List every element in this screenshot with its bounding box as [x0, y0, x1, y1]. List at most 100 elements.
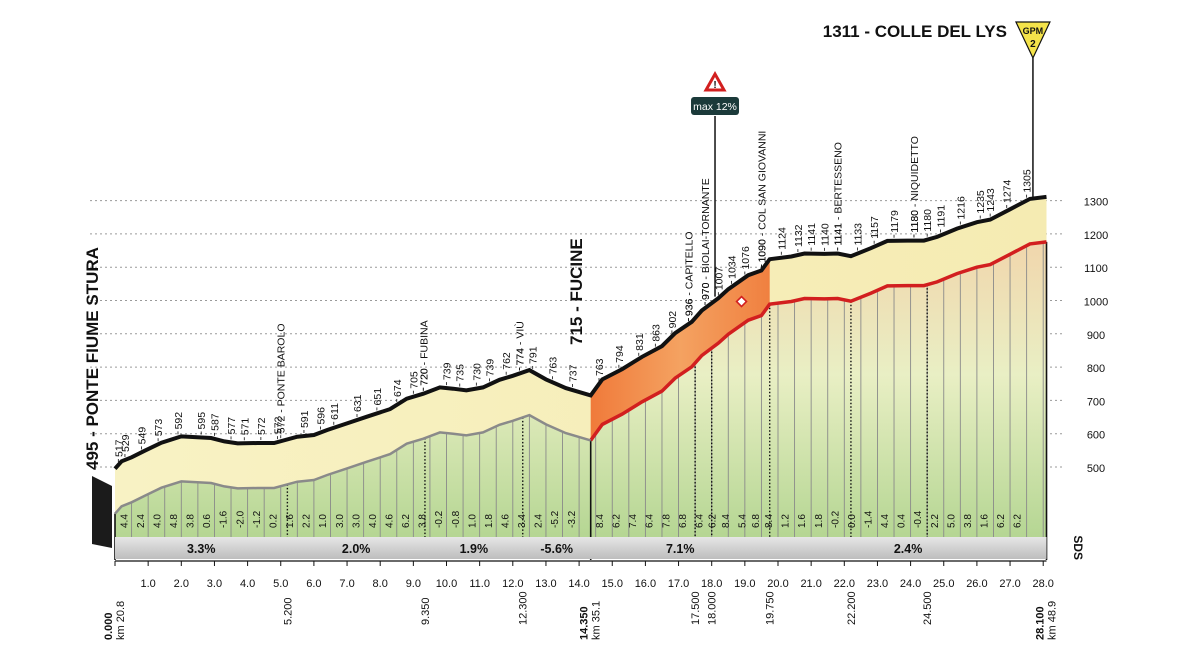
- distance-marker-label: 19.750: [765, 591, 777, 625]
- altitude-label: 737: [567, 364, 579, 382]
- altitude-label: 1124: [776, 227, 788, 250]
- altitude-label: 631: [352, 394, 364, 412]
- climb-underline: [589, 240, 1047, 442]
- x-tick-label: 9.0: [406, 578, 421, 590]
- place-label: 936 - CAPITELLO: [683, 231, 695, 316]
- max-grade-badge: [691, 97, 740, 115]
- altitude-label: 1180: [922, 209, 934, 232]
- gradient-value: 2.2: [302, 514, 313, 528]
- altitude-label: 705: [408, 371, 420, 389]
- road-band-fill: [115, 196, 1047, 514]
- gradient-labels: 4.4 2.4 4.0 4.8 3.8 0.6 -1.6 -2.0 -1.2 0.2 1.6 2.2 1…: [119, 510, 1023, 528]
- altitude-label: 1179: [889, 210, 901, 233]
- gradient-value: 0.0: [847, 514, 858, 528]
- gradient-value: 4.6: [384, 514, 395, 528]
- altitude-label: 1141: [806, 223, 818, 246]
- altitude-label: 1243: [985, 188, 997, 212]
- section-average: 1.9%: [460, 542, 489, 556]
- gradient-value: -0.4: [913, 510, 924, 528]
- x-tick-label: 2.0: [174, 578, 189, 590]
- x-tick-label: 26.0: [966, 578, 987, 590]
- gradient-value: 1.6: [980, 514, 991, 528]
- altitude-label: 611: [329, 403, 341, 420]
- titles: 495 - PONTE FIUME STURA 715 - FUCINE 1311 …: [83, 21, 1085, 560]
- x-tick-label: 8.0: [373, 578, 388, 590]
- altitude-label: 572: [256, 417, 268, 435]
- distance-marker-label: 22.200: [846, 591, 858, 625]
- altitude-label: 730: [471, 363, 483, 381]
- altitude-label: 1180: [909, 210, 921, 233]
- altitude-label: 794: [614, 345, 626, 363]
- altitude-label: 577: [226, 417, 238, 435]
- y-tick-label: 500: [1087, 463, 1105, 475]
- road-band: [113, 194, 1047, 515]
- gradient-value: 1.6: [285, 514, 296, 528]
- altitude-label: 735: [455, 364, 467, 382]
- gradient-value: 8.4: [721, 514, 732, 528]
- road-shadow-line: [114, 413, 592, 515]
- gradient-value: -1.2: [252, 510, 263, 528]
- altitude-label: 595: [196, 412, 208, 430]
- sponsor-label: SDS: [1071, 535, 1085, 560]
- place-label: 1180 - NIQUIDETTO: [909, 136, 921, 232]
- x-tick-label: 16.0: [635, 578, 656, 590]
- gradient-value: 1.8: [814, 514, 825, 528]
- y-tick-label: 900: [1087, 330, 1105, 342]
- x-tick-label: 19.0: [734, 578, 755, 590]
- altitude-label: 591: [299, 410, 311, 428]
- gradient-value: 3.4: [517, 514, 528, 528]
- gradient-value: 7.4: [628, 514, 639, 528]
- altitude-label: 1007: [713, 267, 725, 291]
- start-title: 495 - PONTE FIUME STURA: [83, 247, 102, 470]
- gradient-value: 1.8: [484, 514, 495, 528]
- x-tick-label: 12.0: [502, 578, 523, 590]
- altitude-label: 1157: [869, 216, 881, 239]
- distance-marker-label: 17.500: [690, 591, 702, 625]
- altitude-label: 573: [153, 419, 165, 437]
- gradient-value: 2.4: [534, 514, 545, 528]
- x-tick-label: 22.0: [834, 578, 855, 590]
- altitude-label: 763: [594, 358, 606, 376]
- altitude-label: 720: [418, 368, 430, 386]
- gradient-value: 5.4: [738, 514, 749, 528]
- key-km-label: 0.000: [103, 612, 115, 640]
- gradient-value: -2.0: [235, 510, 246, 528]
- key-km-label: 28.100: [1035, 606, 1047, 640]
- gradient-value: 2.2: [930, 514, 941, 528]
- place-label: 720 - FUBINA: [418, 320, 430, 385]
- key-km-total-label: km 20.8: [115, 601, 127, 640]
- key-km-total-label: km 35.1: [591, 601, 603, 640]
- gradient-value: 1.0: [318, 514, 329, 528]
- distance-marker-label: 18.000: [707, 591, 719, 625]
- altitude-label: 1090: [756, 239, 768, 263]
- y-tick-label: 1100: [1084, 263, 1108, 275]
- altitude-label: 572: [272, 416, 284, 434]
- altitude-label: 831: [634, 333, 646, 351]
- gradient-value: 3.8: [963, 514, 974, 528]
- altitude-label: 1274: [1002, 179, 1014, 203]
- x-tick-label: 24.0: [900, 578, 921, 590]
- gradient-value: 1.6: [797, 514, 808, 528]
- gradient-value: 0.2: [268, 514, 279, 528]
- altitude-label: 762: [501, 352, 513, 370]
- place-label: 970 - BIOLAI-TORNANTE: [700, 178, 712, 300]
- gradient-value: 2.4: [136, 514, 147, 528]
- section-average: 3.3%: [187, 542, 216, 556]
- place-label: 1090 - COL SAN GIOVANNI: [756, 131, 768, 263]
- key-km-total-label: km 48.9: [1047, 601, 1059, 640]
- altitude-label: 1133: [853, 223, 865, 246]
- altitude-label: 1305: [1022, 169, 1034, 193]
- gradient-value: 3.8: [418, 514, 429, 528]
- y-tick-label: 1200: [1084, 230, 1108, 242]
- x-tick-label: 28.0: [1032, 578, 1053, 590]
- distance-marker-label: 5.200: [282, 597, 294, 625]
- altitude-label: 739: [485, 359, 497, 377]
- altitude-label: 863: [650, 324, 662, 342]
- place-label: 774 - VIÙ: [513, 321, 526, 365]
- x-tick-label: 13.0: [535, 578, 556, 590]
- gradient-value: -0.8: [451, 510, 462, 528]
- altitude-label: 791: [528, 346, 540, 364]
- section-bar-bg: [115, 537, 1047, 559]
- altitude-label: 529: [120, 434, 132, 452]
